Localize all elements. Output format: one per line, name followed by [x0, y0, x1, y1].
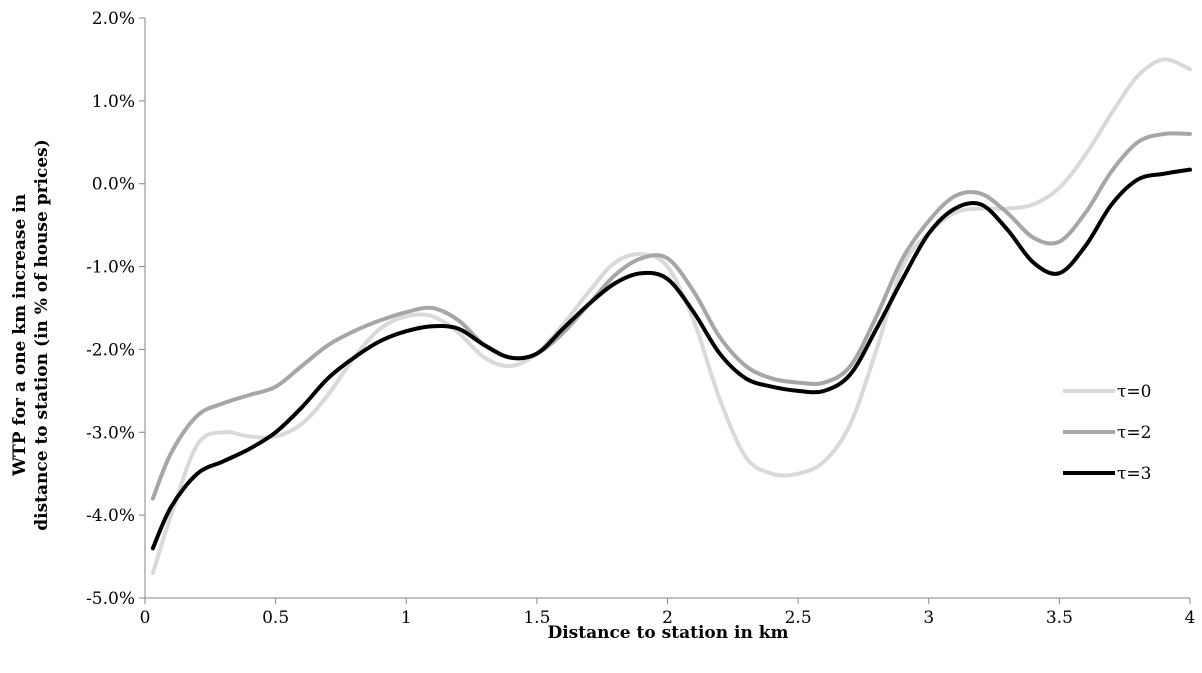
y-axis-title: WTP for a one km increase in distance to…: [10, 139, 52, 531]
legend-label-1: τ=0: [1117, 382, 1151, 402]
legend-label-3: τ=3: [1117, 464, 1151, 484]
chart-legend: τ=0 τ=2 τ=3: [1063, 382, 1151, 484]
chart-series: [150, 57, 1192, 576]
x-tick-label: 2.5: [785, 608, 812, 628]
y-tick-label: 0.0%: [92, 175, 135, 195]
y-tick-label: -1.0%: [86, 258, 135, 278]
x-tick-label: 1.5: [523, 608, 550, 628]
x-tick-label: 1: [401, 608, 412, 628]
x-tick-label: 4: [1185, 608, 1196, 628]
x-tick-label: 0.5: [262, 608, 289, 628]
series-line-1: [150, 57, 1192, 576]
x-tick-label: 0: [140, 608, 151, 628]
series-line-2: [150, 131, 1192, 501]
x-tick-label: 3.5: [1046, 608, 1073, 628]
y-axis-title-line-1: WTP for a one km increase in: [10, 194, 30, 477]
x-axis-title: Distance to station in km: [547, 623, 788, 643]
y-tick-label: 2.0%: [92, 9, 135, 29]
y-tick-label: -2.0%: [86, 340, 135, 360]
x-tick-label: 2: [662, 608, 673, 628]
y-tick-label: 1.0%: [92, 92, 135, 112]
legend-label-2: τ=2: [1117, 423, 1151, 443]
y-tick-label: -4.0%: [86, 506, 135, 526]
y-axis-title-line-2: distance to station (in % of house price…: [32, 139, 52, 531]
y-tick-label: -5.0%: [86, 589, 135, 609]
y-tick-label: -3.0%: [86, 423, 135, 443]
series-line-3: [150, 167, 1192, 551]
x-tick-label: 3: [923, 608, 934, 628]
chart-ticks: 2.0% 1.0% 0.0% -1.0% -2.0% -3.0% -4.0% -5.0%0 0.…: [86, 9, 1195, 628]
chart-axes: [144, 18, 1190, 599]
